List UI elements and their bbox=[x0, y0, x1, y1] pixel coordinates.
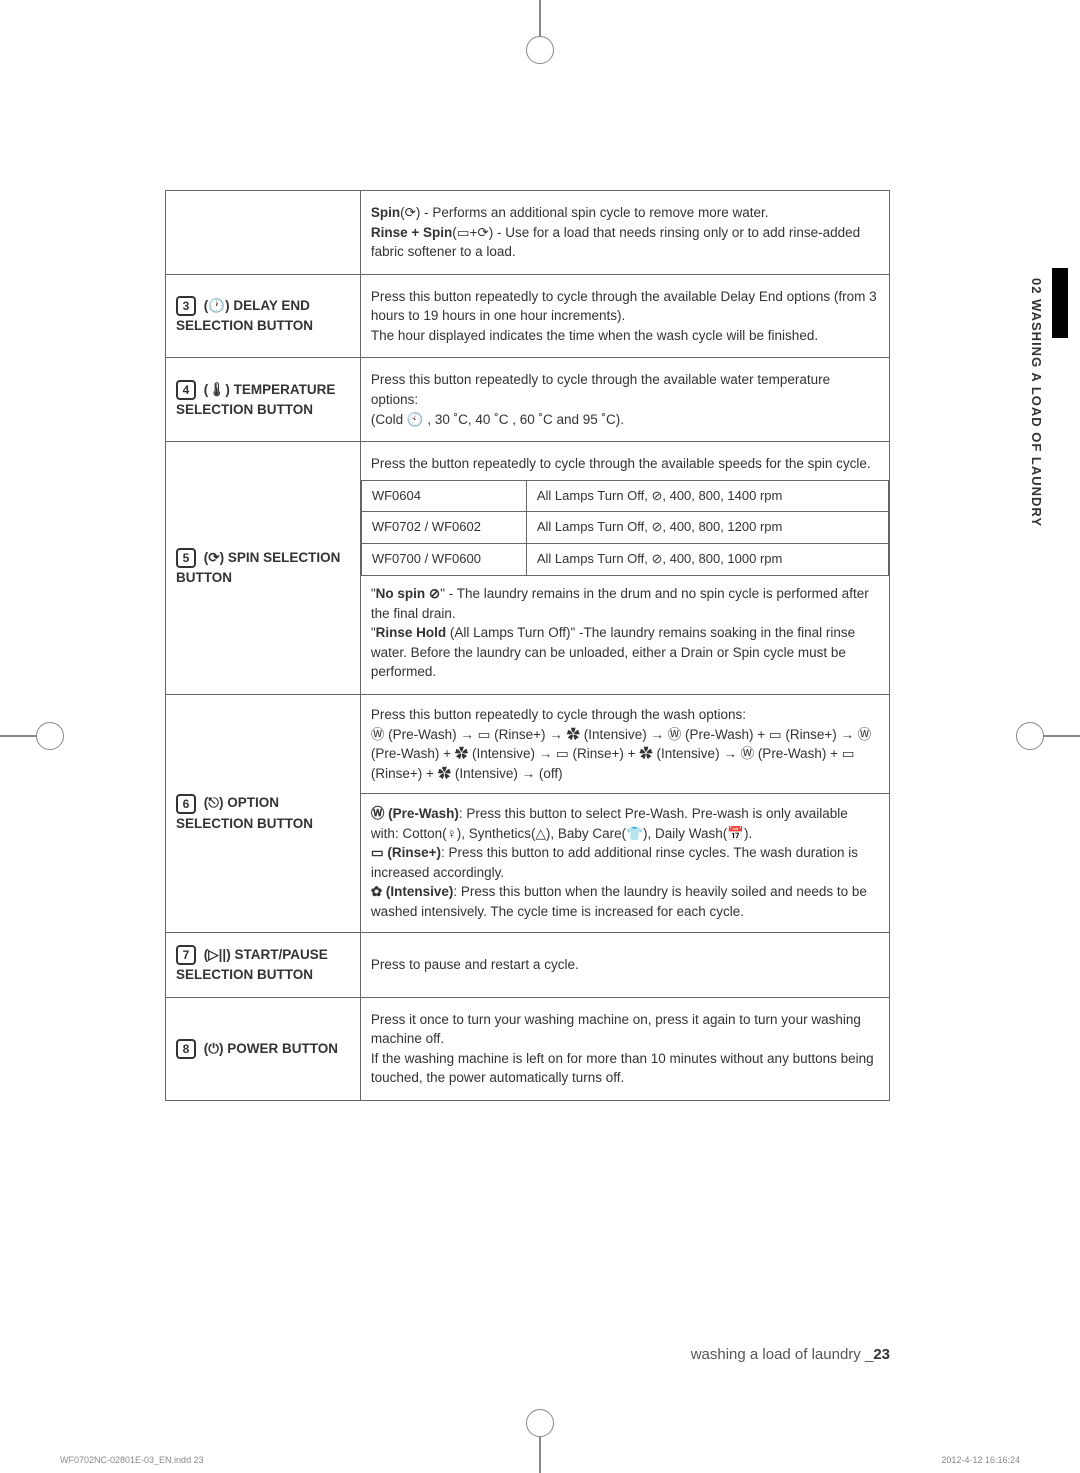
startpause-desc: Press to pause and restart a cycle. bbox=[360, 932, 889, 997]
speeds-1: All Lamps Turn Off, ⊘, 400, 800, 1200 rp… bbox=[526, 512, 888, 544]
model-1: WF0702 / WF0602 bbox=[361, 512, 526, 544]
spin-desc: Press the button repeatedly to cycle thr… bbox=[360, 442, 889, 695]
icon-thermometer: (🌡) bbox=[204, 382, 230, 397]
page-number: 23 bbox=[873, 1346, 890, 1363]
model-2: WF0700 / WF0600 bbox=[361, 544, 526, 576]
delay-end-label: 3 (🕐) DELAY END SELECTION BUTTON bbox=[166, 274, 361, 358]
startpause-label: 7 (▷||) START/PAUSE SELECTION BUTTON bbox=[166, 932, 361, 997]
delay-end-title: DELAY END SELECTION BUTTON bbox=[176, 298, 313, 333]
icon-power: (⏻) bbox=[204, 1041, 224, 1056]
temperature-title: TEMPERATURE SELECTION BUTTON bbox=[176, 382, 335, 417]
option-sub-desc: Ⓦ (Pre-Wash): Press this button to selec… bbox=[361, 794, 889, 931]
num-4: 4 bbox=[176, 380, 196, 400]
option-desc: Press this button repeatedly to cycle th… bbox=[360, 694, 889, 932]
temperature-label: 4 (🌡) TEMPERATURE SELECTION BUTTON bbox=[166, 358, 361, 442]
num-7: 7 bbox=[176, 945, 196, 965]
spin-title: SPIN SELECTION BUTTON bbox=[176, 550, 340, 585]
num-8: 8 bbox=[176, 1039, 196, 1059]
icon-option: (⎋) bbox=[204, 795, 224, 810]
print-info-right: 2012-4-12 16:16:24 bbox=[941, 1455, 1020, 1465]
num-6: 6 bbox=[176, 794, 196, 814]
spin-label: 5 (⟳) SPIN SELECTION BUTTON bbox=[166, 442, 361, 695]
side-bar bbox=[1052, 268, 1068, 338]
spin-speed-table: WF0604 All Lamps Turn Off, ⊘, 400, 800, … bbox=[361, 480, 889, 577]
startpause-title: START/PAUSE SELECTION BUTTON bbox=[176, 947, 328, 982]
delay-end-desc: Press this button repeatedly to cycle th… bbox=[360, 274, 889, 358]
rinse-text: : Press this button to add additional ri… bbox=[371, 845, 858, 880]
icon-playpause: (▷||) bbox=[204, 947, 231, 962]
option-title: OPTION SELECTION BUTTON bbox=[176, 795, 313, 830]
control-panel-table: Spin(⟳) - Performs an additional spin cy… bbox=[165, 190, 890, 1101]
power-title: POWER BUTTON bbox=[227, 1041, 338, 1056]
option-label: 6 (⎋) OPTION SELECTION BUTTON bbox=[166, 694, 361, 932]
print-info-left: WF0702NC-02801E-03_EN.indd 23 bbox=[60, 1455, 204, 1465]
icon-clock: (🕐) bbox=[204, 298, 230, 313]
spin-rinse-desc: Spin(⟳) - Performs an additional spin cy… bbox=[360, 191, 889, 275]
spin-desc-top: Press the button repeatedly to cycle thr… bbox=[361, 442, 889, 480]
spin-desc-bottom: "No spin ⊘" - The laundry remains in the… bbox=[361, 576, 889, 694]
num-5: 5 bbox=[176, 548, 196, 568]
page-content: 02 WASHING A LOAD OF LAUNDRY Spin(⟳) - P… bbox=[60, 70, 1020, 1403]
prewash-label: Ⓦ (Pre-Wash) bbox=[371, 806, 459, 821]
footer-text: washing a load of laundry _ bbox=[691, 1346, 874, 1363]
power-label: 8 (⏻) POWER BUTTON bbox=[166, 997, 361, 1100]
page-footer: washing a load of laundry _23 bbox=[691, 1346, 890, 1363]
rinse-label: ▭ (Rinse+) bbox=[371, 845, 441, 860]
side-tab-label: 02 WASHING A LOAD OF LAUNDRY bbox=[1025, 268, 1048, 537]
model-0: WF0604 bbox=[361, 480, 526, 512]
speeds-0: All Lamps Turn Off, ⊘, 400, 800, 1400 rp… bbox=[526, 480, 888, 512]
empty-label-cell bbox=[166, 191, 361, 275]
intensive-label: ✿ (Intensive) bbox=[371, 884, 454, 899]
speeds-2: All Lamps Turn Off, ⊘, 400, 800, 1000 rp… bbox=[526, 544, 888, 576]
temperature-desc: Press this button repeatedly to cycle th… bbox=[360, 358, 889, 442]
num-3: 3 bbox=[176, 296, 196, 316]
option-desc-top: Press this button repeatedly to cycle th… bbox=[361, 695, 889, 794]
power-desc: Press it once to turn your washing machi… bbox=[360, 997, 889, 1100]
icon-spin: (⟳) bbox=[204, 550, 224, 565]
